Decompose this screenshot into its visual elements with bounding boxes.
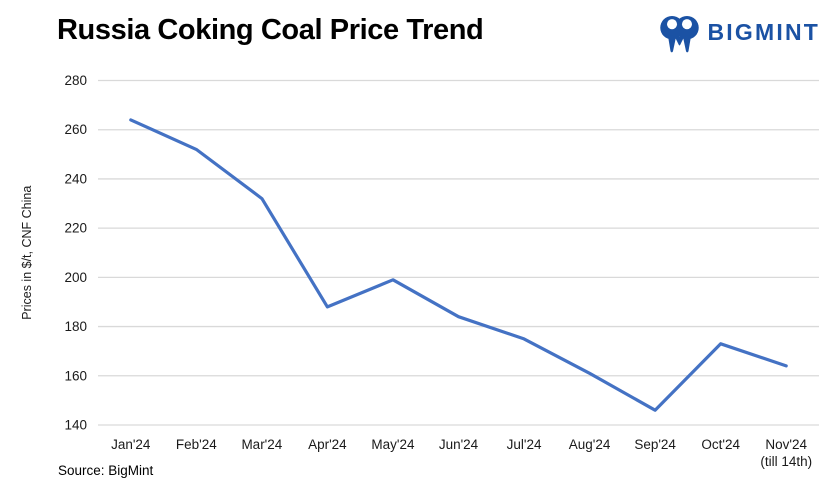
x-tick-label: Jan'24 [111,437,151,452]
bigmint-logo-text: BIGMINT [707,19,820,45]
y-tick-label: 220 [64,221,87,236]
x-tick-label: Jul'24 [507,437,542,452]
x-tick-label: May'24 [371,437,415,452]
x-tick-label: Nov'24 [765,437,807,452]
bigmint-logo-icon [659,15,699,53]
x-tick-label: Apr'24 [308,437,347,452]
price-line-series [129,118,788,412]
x-tick-label: Sep'24 [634,437,676,452]
bigmint-logo: BIGMINT [656,9,821,56]
source-note: Source: BigMint [58,463,154,478]
y-tick-label: 240 [64,171,87,186]
page-title: Russia Coking Coal Price Trend [57,14,484,46]
x-tick-label: Aug'24 [569,437,611,452]
x-tick-label: Oct'24 [701,437,740,452]
y-tick-label: 200 [64,270,87,285]
y-tick-label: 180 [64,319,87,334]
y-tick-label: 160 [64,368,87,383]
x-tick-label: Mar'24 [241,437,282,452]
y-axis-title: Prices in $/t, CNF China [20,186,34,320]
x-tick-label: Feb'24 [176,437,217,452]
y-tick-label: 280 [64,73,87,88]
x-tick-label: Jun'24 [439,437,479,452]
y-tick-label: 260 [64,122,87,137]
x-tick-label: (till 14th) [760,454,812,469]
y-tick-label: 140 [64,418,87,433]
